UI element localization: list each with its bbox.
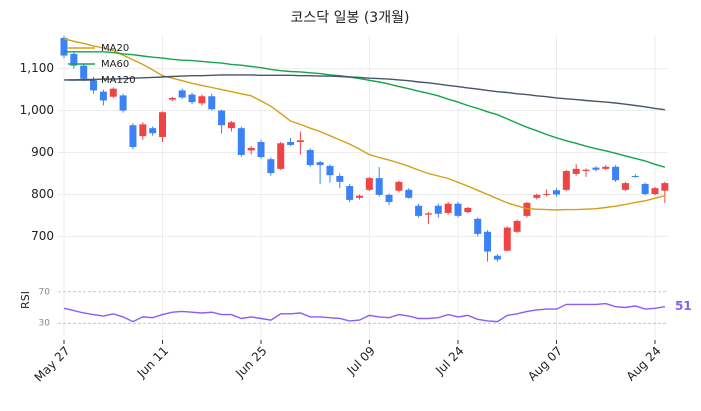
- candle-body: [543, 194, 551, 196]
- candle-body: [70, 53, 78, 66]
- candle-body: [178, 90, 186, 98]
- candle-body: [631, 176, 639, 177]
- candle-body: [306, 149, 314, 166]
- candle-body: [592, 167, 600, 170]
- candle-body: [267, 159, 275, 174]
- candle-body: [326, 165, 334, 176]
- candle-body: [434, 205, 442, 214]
- rsi-tick-label: 30: [39, 319, 51, 329]
- candle-body: [484, 231, 492, 252]
- rsi-axis-label: RSI: [19, 291, 32, 309]
- candle-body: [424, 213, 432, 215]
- candle-body: [553, 190, 560, 195]
- candle-body: [296, 140, 304, 143]
- candle-body: [513, 220, 521, 232]
- candle-body: [287, 142, 295, 145]
- candle-body: [572, 168, 580, 174]
- candle-body: [188, 94, 196, 103]
- x-tick-label: Jul 09: [344, 344, 378, 378]
- candle-body: [90, 80, 98, 91]
- candle-body: [503, 227, 511, 251]
- candle-body: [474, 218, 482, 234]
- candle-body: [119, 95, 127, 111]
- rsi-line: [63, 302, 666, 323]
- candle-body: [375, 178, 383, 195]
- y-tick-label: 1,100: [20, 61, 54, 75]
- candle-body: [365, 178, 373, 190]
- candle-body: [336, 176, 344, 182]
- rsi-last-label: 51: [675, 299, 692, 313]
- legend-label: MA60: [101, 59, 129, 70]
- candle-body: [533, 194, 541, 198]
- candle-body: [109, 88, 117, 97]
- candle-body: [218, 110, 226, 126]
- legend-label: MA120: [101, 75, 136, 86]
- candle-body: [149, 128, 157, 134]
- x-tick-label: Jun 11: [134, 344, 171, 381]
- candle-body: [415, 205, 423, 216]
- chart-title: 코스닥 일봉 (3개월): [291, 10, 410, 26]
- ma-line: [64, 51, 666, 168]
- candle-body: [493, 255, 501, 260]
- candle-body: [227, 122, 235, 129]
- legend-label: MA20: [101, 43, 129, 54]
- y-tick-label: 1,000: [20, 103, 54, 117]
- x-tick-label: Jun 25: [232, 344, 269, 381]
- y-tick-label: 800: [31, 187, 54, 201]
- candle-body: [562, 170, 570, 190]
- candle-body: [661, 183, 669, 191]
- ma-line: [63, 38, 666, 211]
- candle-body: [582, 169, 590, 171]
- candle-body: [316, 162, 324, 166]
- candle-body: [159, 112, 166, 137]
- candle-body: [612, 166, 620, 181]
- candle-body: [198, 96, 206, 104]
- candle-body: [208, 96, 216, 110]
- candle-body: [80, 65, 88, 79]
- candle-body: [641, 183, 649, 195]
- candle-body: [247, 147, 255, 151]
- candle-body: [129, 125, 137, 148]
- candle-body: [395, 181, 403, 191]
- x-tick-label: Aug 07: [525, 344, 565, 384]
- candle-body: [385, 194, 393, 203]
- y-tick-label: 700: [31, 229, 54, 243]
- ma-line: [64, 74, 665, 111]
- x-tick-label: Aug 24: [624, 344, 664, 384]
- candle-body: [277, 143, 285, 169]
- candle-body: [464, 207, 472, 213]
- candle-body: [454, 203, 462, 216]
- rsi-tick-label: 70: [39, 287, 51, 297]
- x-tick-label: Jul 24: [432, 344, 466, 378]
- x-tick-label: May 27: [32, 344, 73, 385]
- candle-body: [139, 124, 147, 137]
- candle-body: [99, 91, 107, 101]
- candle-body: [237, 128, 245, 156]
- candle-body: [346, 186, 354, 200]
- candle-body: [602, 166, 610, 169]
- candle-body: [621, 183, 629, 190]
- candle-body: [257, 142, 265, 158]
- candle-body: [444, 203, 452, 213]
- candle-body: [60, 37, 68, 56]
- candle-body: [356, 195, 363, 198]
- candle-body: [168, 97, 176, 100]
- candle-body: [405, 189, 413, 198]
- candle-body: [651, 188, 659, 195]
- y-tick-label: 900: [31, 145, 54, 159]
